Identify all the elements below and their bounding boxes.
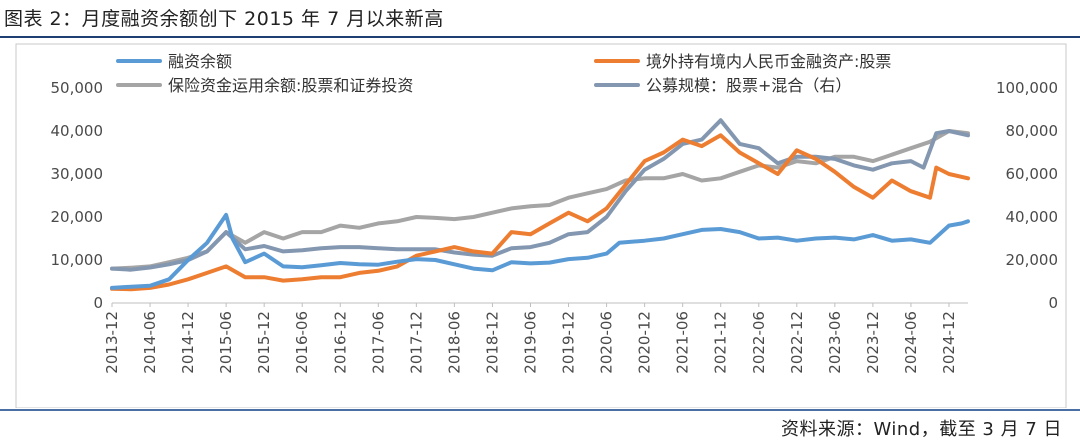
legend-label: 保险资金运用余额:股票和证券投资 (168, 76, 413, 95)
x-tick-label: 2014-06 (141, 311, 159, 374)
y-left-tick-label: 20,000 (51, 208, 104, 226)
chart-title: 图表 2：月度融资余额创下 2015 年 7 月以来新高 (4, 8, 444, 30)
y-left-tick-label: 10,000 (51, 251, 104, 269)
chart-lines (110, 118, 970, 292)
x-tick-label: 2019-06 (521, 311, 539, 374)
x-tick-label: 2018-06 (445, 311, 463, 374)
x-tick-label: 2013-12 (103, 311, 121, 374)
series-line-2 (110, 129, 970, 271)
y-left-tick-label: 40,000 (51, 122, 104, 140)
x-tick-label: 2019-12 (560, 311, 578, 374)
legend-label: 公募规模：股票+混合（右） (646, 76, 851, 95)
y-right-tick-label: 20,000 (1006, 251, 1059, 269)
y-right-tick-label: 80,000 (1006, 122, 1059, 140)
title-divider (0, 36, 1080, 38)
x-tick-label: 2018-12 (483, 311, 501, 374)
y-left-tick-label: 0 (93, 294, 103, 312)
x-tick-label: 2021-12 (712, 311, 730, 374)
y-right-tick-label: 0 (1048, 294, 1058, 312)
x-tick-label: 2022-12 (788, 311, 806, 374)
series-line-0 (110, 212, 970, 290)
x-tick-label: 2016-06 (293, 311, 311, 374)
series-line-3 (110, 118, 970, 272)
data-source-note: 资料来源：Wind，截至 3 月 7 日 (780, 419, 1062, 440)
y-left-tick-label: 50,000 (51, 79, 104, 97)
legend-label: 融资余额 (168, 52, 232, 71)
x-tick-label: 2021-06 (674, 311, 692, 374)
x-tick-label: 2016-12 (331, 311, 349, 374)
x-tick-label: 2014-12 (179, 311, 197, 374)
source-divider (0, 409, 1080, 411)
chart-axes: 0 10,000 20,000 30,000 40,000 50,000 0 20,000 40… (15, 43, 1067, 408)
y-right-tick-label: 40,000 (1006, 208, 1059, 226)
chart-canvas: 0 10,000 20,000 30,000 40,000 50,000 0 20,000 40… (15, 43, 1067, 408)
x-tick-label: 2022-06 (750, 311, 768, 374)
x-tick-label: 2015-12 (255, 311, 273, 374)
y-left-tick-label: 30,000 (51, 165, 104, 183)
x-tick-label: 2024-12 (940, 311, 958, 374)
x-tick-label: 2015-06 (217, 311, 235, 374)
series-line-1 (110, 133, 970, 292)
y-right-tick-label: 100,000 (996, 79, 1058, 97)
x-tick-label: 2023-12 (864, 311, 882, 374)
x-tick-label: 2020-12 (636, 311, 654, 374)
x-tick-label: 2017-06 (369, 311, 387, 374)
y-right-tick-label: 60,000 (1006, 165, 1059, 183)
plot-frame (15, 43, 1067, 408)
x-tick-label: 2024-06 (902, 311, 920, 374)
x-tick-label: 2017-12 (407, 311, 425, 374)
x-tick-label: 2023-06 (826, 311, 844, 374)
x-tick-label: 2020-06 (598, 311, 616, 374)
legend-label: 境外持有境内人民币金融资产:股票 (646, 52, 891, 71)
